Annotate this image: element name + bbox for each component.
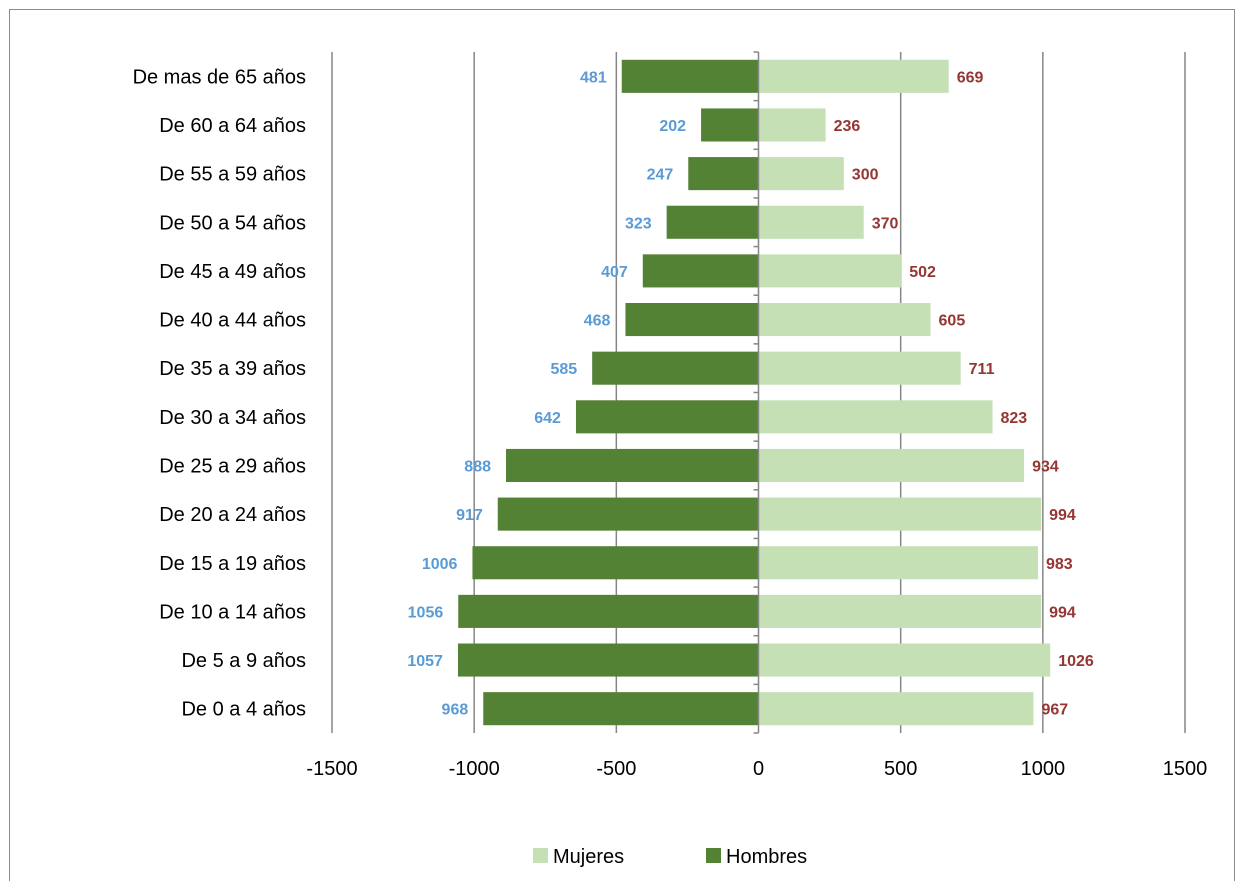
category-label-11: De 55 a 59 años bbox=[159, 164, 306, 186]
value-label-hombres-3: 1006 bbox=[422, 556, 458, 573]
value-label-hombres-12: 202 bbox=[659, 118, 686, 135]
bar-hombres-0 bbox=[483, 692, 759, 726]
bar-hombres-12 bbox=[701, 108, 759, 142]
value-label-hombres-11: 247 bbox=[647, 167, 674, 184]
category-label-4: De 20 a 24 años bbox=[159, 504, 306, 526]
category-label-3: De 15 a 19 años bbox=[159, 553, 306, 575]
category-labels: De 0 a 4 años De 5 a 9 años De 10 a 14 año… bbox=[133, 66, 306, 720]
legend-label-mujeres: Mujeres bbox=[553, 846, 624, 868]
value-label-hombres-5: 888 bbox=[464, 458, 491, 475]
x-tick-label-2: -500 bbox=[596, 758, 636, 780]
zero-axis bbox=[753, 51, 760, 734]
bar-mujeres-10 bbox=[758, 205, 864, 239]
bar-hombres-7 bbox=[592, 351, 759, 385]
bar-mujeres-8 bbox=[758, 302, 931, 337]
legend-swatch-mujeres bbox=[533, 848, 548, 863]
x-tick-label-4: 500 bbox=[884, 758, 917, 780]
value-label-hombres-4: 917 bbox=[456, 507, 483, 524]
bar-mujeres-1 bbox=[758, 643, 1051, 677]
value-label-mujeres-3: 983 bbox=[1046, 556, 1073, 573]
bar-mujeres-3 bbox=[758, 546, 1038, 580]
bar-mujeres-5 bbox=[758, 448, 1025, 483]
gridlines bbox=[331, 52, 1186, 733]
value-label-hombres-9: 407 bbox=[601, 264, 628, 281]
chart-frame bbox=[9, 9, 1235, 881]
value-label-mujeres-5: 934 bbox=[1032, 458, 1059, 475]
category-label-1: De 5 a 9 años bbox=[181, 650, 306, 672]
bar-hombres-3 bbox=[472, 546, 759, 580]
value-label-hombres-10: 323 bbox=[625, 215, 652, 232]
bar-mujeres-11 bbox=[758, 157, 844, 191]
bar-hombres-2 bbox=[458, 594, 759, 628]
value-label-hombres-2: 1056 bbox=[408, 604, 444, 621]
category-label-7: De 35 a 39 años bbox=[159, 358, 306, 380]
bar-hombres-8 bbox=[625, 302, 759, 337]
category-label-12: De 60 a 64 años bbox=[159, 115, 306, 137]
bar-mujeres-7 bbox=[758, 351, 961, 385]
bar-hombres-5 bbox=[506, 448, 759, 483]
bar-mujeres-4 bbox=[758, 497, 1042, 531]
value-label-mujeres-4: 994 bbox=[1049, 507, 1076, 524]
category-label-9: De 45 a 49 años bbox=[159, 261, 306, 283]
category-label-13: De mas de 65 años bbox=[133, 66, 306, 88]
category-label-5: De 25 a 29 años bbox=[159, 455, 306, 477]
value-label-hombres-6: 642 bbox=[534, 410, 561, 427]
bars bbox=[457, 59, 1051, 726]
value-label-hombres-13: 481 bbox=[580, 69, 607, 86]
value-label-mujeres-11: 300 bbox=[852, 167, 879, 184]
bar-hombres-6 bbox=[575, 400, 759, 434]
x-tick-label-0: -1500 bbox=[306, 758, 357, 780]
bar-mujeres-6 bbox=[758, 400, 993, 434]
bar-hombres-11 bbox=[688, 157, 759, 191]
bar-hombres-9 bbox=[642, 254, 759, 288]
value-label-mujeres-6: 823 bbox=[1001, 410, 1028, 427]
category-label-6: De 30 a 34 años bbox=[159, 407, 306, 429]
category-label-0: De 0 a 4 años bbox=[181, 699, 306, 721]
bar-hombres-1 bbox=[457, 643, 759, 677]
value-label-mujeres-9: 502 bbox=[909, 264, 936, 281]
x-tick-label-5: 1000 bbox=[1021, 758, 1066, 780]
value-label-mujeres-1: 1026 bbox=[1058, 653, 1094, 670]
x-tick-label-1: -1000 bbox=[449, 758, 500, 780]
value-label-mujeres-0: 967 bbox=[1041, 702, 1068, 719]
category-label-10: De 50 a 54 años bbox=[159, 212, 306, 234]
value-label-hombres-1: 1057 bbox=[407, 653, 443, 670]
bar-mujeres-0 bbox=[758, 692, 1034, 726]
bar-mujeres-13 bbox=[758, 59, 949, 93]
value-label-mujeres-2: 994 bbox=[1049, 604, 1076, 621]
value-label-hombres-0: 968 bbox=[442, 702, 469, 719]
value-label-mujeres-7: 711 bbox=[969, 361, 995, 378]
bar-mujeres-12 bbox=[758, 108, 826, 142]
x-tick-label-6: 1500 bbox=[1163, 758, 1208, 780]
legend-label-hombres: Hombres bbox=[726, 846, 807, 868]
bar-mujeres-2 bbox=[758, 594, 1042, 628]
value-label-mujeres-8: 605 bbox=[939, 313, 966, 330]
bar-hombres-4 bbox=[497, 497, 759, 531]
value-labels: 967 1026 994 983 994 934 823 711 605 502 370 300 236… bbox=[407, 69, 1094, 718]
bar-hombres-13 bbox=[621, 59, 759, 93]
bar-hombres-10 bbox=[666, 205, 759, 239]
x-tick-label-3: 0 bbox=[753, 758, 764, 780]
category-label-8: De 40 a 44 años bbox=[159, 310, 306, 332]
value-label-mujeres-12: 236 bbox=[834, 118, 861, 135]
value-label-hombres-8: 468 bbox=[584, 313, 611, 330]
legend: Mujeres Hombres bbox=[533, 846, 807, 868]
value-label-hombres-7: 585 bbox=[550, 361, 577, 378]
value-label-mujeres-10: 370 bbox=[872, 215, 899, 232]
legend-swatch-hombres bbox=[706, 848, 721, 863]
category-label-2: De 10 a 14 años bbox=[159, 601, 306, 623]
x-tick-labels: -1500 -1000 -500 0 500 1000 1500 bbox=[306, 758, 1207, 780]
value-label-mujeres-13: 669 bbox=[957, 69, 984, 86]
bar-mujeres-9 bbox=[758, 254, 902, 288]
